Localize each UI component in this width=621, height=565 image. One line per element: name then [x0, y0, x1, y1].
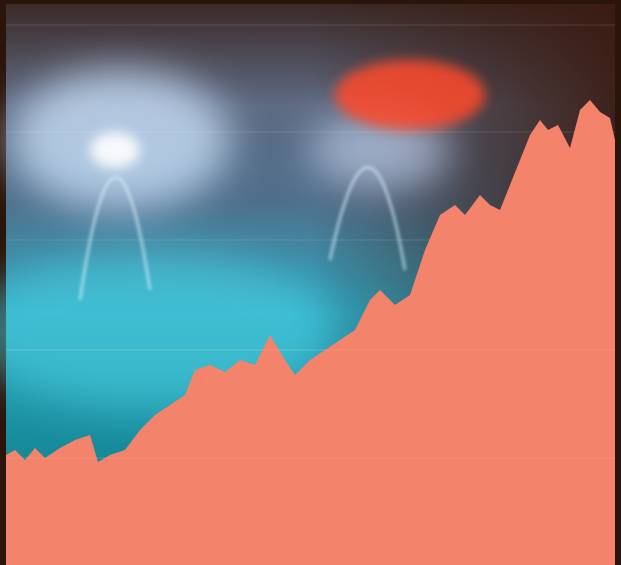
- light-arc: [328, 166, 407, 271]
- area-shape: [6, 100, 615, 565]
- faint-lines-over: [6, 349, 615, 459]
- glow: [90, 132, 140, 168]
- light-arc: [78, 176, 152, 301]
- red-glow: [335, 60, 485, 130]
- glow: [310, 110, 450, 190]
